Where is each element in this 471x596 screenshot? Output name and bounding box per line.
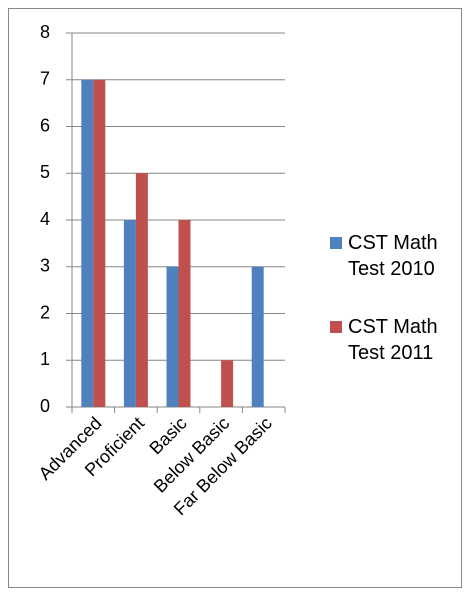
bar: [93, 79, 106, 407]
bar: [221, 360, 234, 407]
y-tick-label: 1: [40, 349, 50, 369]
y-tick-label: 0: [40, 396, 50, 416]
y-tick-label: 6: [40, 115, 50, 135]
y-tick-label: 2: [40, 302, 50, 322]
bar: [81, 79, 94, 407]
legend-swatch: [330, 237, 342, 249]
y-tick-label: 5: [40, 162, 50, 182]
y-tick-label: 8: [40, 22, 50, 42]
bar: [178, 220, 191, 407]
legend-label: CST Math Test 2011: [348, 316, 438, 364]
bar: [251, 266, 264, 407]
legend-label: CST Math Test 2010: [348, 232, 438, 280]
bar: [123, 220, 136, 407]
chart-border: [8, 8, 462, 588]
bar: [135, 173, 148, 407]
bar: [166, 266, 179, 407]
legend-swatch: [330, 321, 342, 333]
y-tick-label: 3: [40, 256, 50, 276]
y-tick-label: 7: [40, 69, 50, 89]
y-tick-label: 4: [40, 209, 50, 229]
